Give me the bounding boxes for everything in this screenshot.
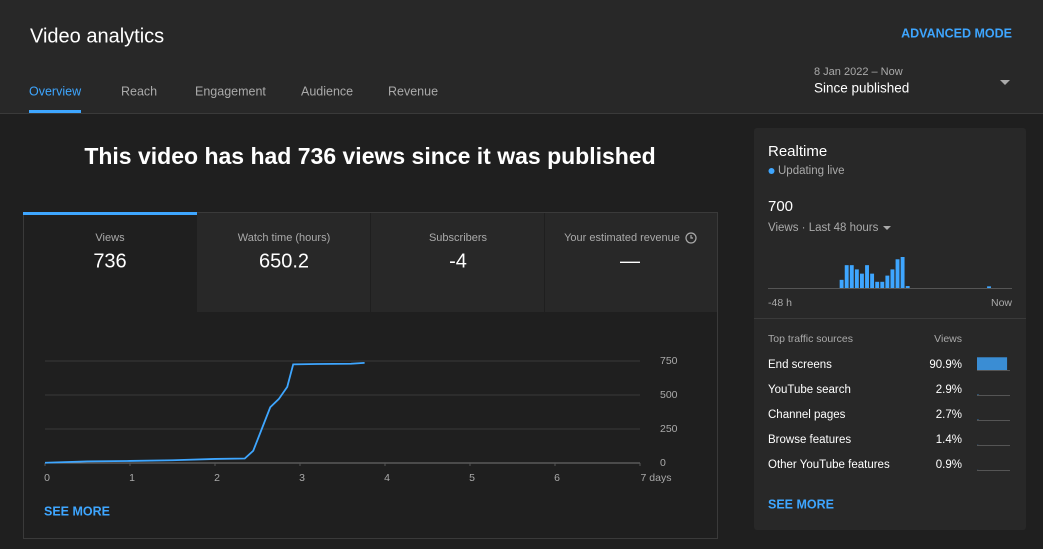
- y-tick-label: 250: [660, 423, 678, 435]
- metric-value[interactable]: 650.2: [259, 250, 309, 272]
- realtime-bar: [844, 265, 849, 288]
- realtime-title: Realtime: [768, 143, 827, 160]
- live-dot: [768, 168, 775, 174]
- realtime-bar: [890, 269, 895, 288]
- y-tick-label: 500: [660, 389, 678, 401]
- metric-active-bar: [23, 212, 197, 215]
- traffic-source: Browse features: [768, 434, 851, 446]
- headline: This video has had 736 views since it wa…: [84, 143, 655, 169]
- x-tick-label: 1: [129, 472, 135, 484]
- x-tick-label: 4: [384, 472, 390, 484]
- realtime-period[interactable]: Views · Last 48 hours: [768, 222, 879, 234]
- y-tick-label: 750: [660, 355, 678, 367]
- realtime-bar: [880, 281, 885, 288]
- traffic-bar: [977, 357, 1008, 371]
- info-icon[interactable]: [685, 232, 697, 244]
- metric-label[interactable]: Views: [95, 232, 125, 244]
- realtime-bar: [860, 273, 864, 288]
- x-tick-label: 3: [299, 472, 305, 484]
- dropdown-arrow[interactable]: [1000, 80, 1010, 85]
- info-icon-hands: [690, 235, 693, 239]
- realtime-bar: [885, 275, 890, 288]
- see-more[interactable]: SEE MORE: [44, 504, 110, 518]
- realtime-bar: [865, 265, 869, 288]
- realtime-see-more[interactable]: SEE MORE: [768, 497, 834, 511]
- date-label[interactable]: Since published: [814, 81, 909, 96]
- views-line: [44, 362, 365, 464]
- realtime-bar: [905, 286, 910, 288]
- realtime-bar: [875, 281, 880, 288]
- metric-tabs-bg: [197, 213, 717, 312]
- realtime-status: Updating live: [778, 165, 844, 177]
- bar-end-label: Now: [991, 297, 1012, 309]
- bar-start-label: -48 h: [768, 297, 792, 309]
- realtime-card: [754, 128, 1026, 530]
- traffic-source: YouTube search: [768, 384, 851, 396]
- y-tick-label: 0: [660, 457, 666, 469]
- realtime-bar: [895, 259, 900, 288]
- realtime-bar: [854, 269, 859, 288]
- traffic-share: 2.9%: [936, 384, 962, 396]
- tab[interactable]: Overview: [29, 84, 82, 98]
- realtime-bar: [839, 279, 844, 288]
- traffic-share: 1.4%: [936, 434, 962, 446]
- realtime-count: 700: [768, 198, 793, 215]
- x-tick-label: 2: [214, 472, 220, 484]
- metric-value[interactable]: —: [620, 250, 640, 272]
- metric-label[interactable]: Watch time (hours): [238, 232, 331, 244]
- metric-label[interactable]: Your estimated revenue: [564, 232, 680, 244]
- realtime-bar: [987, 286, 991, 288]
- tab[interactable]: Engagement: [195, 84, 266, 98]
- traffic-source: End screens: [768, 359, 832, 371]
- traffic-heading: Top traffic sources: [768, 333, 853, 345]
- realtime-bar: [849, 265, 854, 288]
- traffic-share: 0.9%: [936, 459, 962, 471]
- traffic-share: 2.7%: [936, 409, 962, 421]
- x-tick-label: 5: [469, 472, 475, 484]
- realtime-bar: [870, 273, 875, 288]
- tab[interactable]: Revenue: [388, 84, 438, 98]
- metric-label[interactable]: Subscribers: [429, 232, 488, 244]
- x-tick-label: 0: [44, 472, 50, 484]
- traffic-source: Other YouTube features: [768, 459, 890, 471]
- metric-value[interactable]: 736: [93, 250, 126, 272]
- advanced-mode[interactable]: ADVANCED MODE: [901, 26, 1012, 40]
- realtime-bar: [900, 257, 905, 288]
- metric-value[interactable]: -4: [449, 250, 467, 272]
- traffic-source: Channel pages: [768, 409, 846, 421]
- tab[interactable]: Reach: [121, 84, 157, 98]
- date-range[interactable]: 8 Jan 2022 – Now: [814, 66, 903, 78]
- period-arrow[interactable]: [883, 226, 891, 230]
- page-title: Video analytics: [30, 25, 164, 47]
- tab-underline: [29, 110, 81, 113]
- x-tick-label: 6: [554, 472, 560, 484]
- traffic-share: 90.9%: [929, 359, 962, 371]
- x-tick-label: 7 days: [641, 472, 672, 484]
- traffic-column: Views: [934, 333, 962, 345]
- tab[interactable]: Audience: [301, 84, 353, 98]
- header-bg: [0, 0, 1043, 113]
